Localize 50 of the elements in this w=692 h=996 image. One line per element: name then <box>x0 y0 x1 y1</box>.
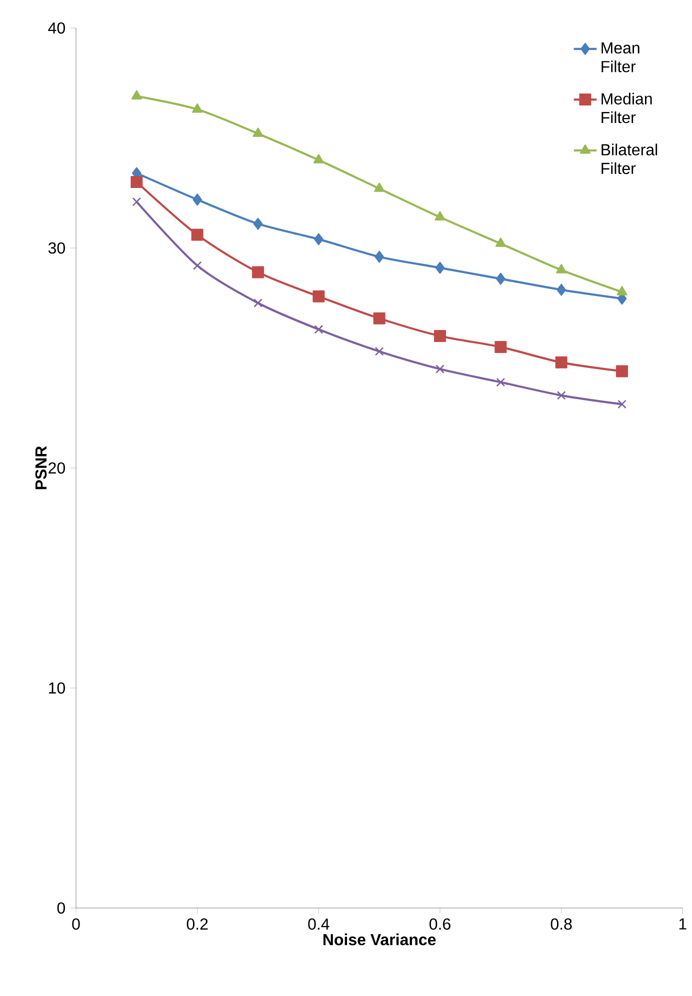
point <box>436 364 445 374</box>
x-tick-label: 1 <box>680 918 687 930</box>
point <box>132 197 142 206</box>
y-tick-label: 30 <box>48 242 66 254</box>
point <box>314 233 324 246</box>
point <box>556 284 566 296</box>
y-tick-label: 0 <box>58 902 66 914</box>
point <box>496 272 506 285</box>
point <box>556 264 567 274</box>
point <box>132 90 142 100</box>
point <box>374 182 385 192</box>
x-tick-label: 0 <box>72 918 80 930</box>
point <box>375 346 384 356</box>
point <box>496 378 506 387</box>
y-tick-label: 40 <box>48 22 66 34</box>
x-tick-label: 0.4 <box>308 918 330 930</box>
point <box>314 154 324 164</box>
point <box>192 103 203 113</box>
x-tick-label: 0.6 <box>430 918 451 930</box>
point <box>374 312 386 324</box>
point <box>252 266 264 278</box>
point <box>494 340 507 353</box>
point <box>252 128 264 137</box>
point <box>193 261 202 270</box>
point <box>130 176 143 188</box>
x-axis-title: Noise Variance <box>324 934 436 946</box>
point <box>254 218 263 230</box>
x-tick-label: 0.8 <box>551 918 572 930</box>
x-tick-label: 0.2 <box>187 918 208 930</box>
point <box>374 250 384 263</box>
point <box>496 238 506 247</box>
legend-label: Mean Filter <box>602 42 640 72</box>
point <box>312 290 325 302</box>
y-axis-title: PSNR <box>36 446 47 490</box>
legend-label: Bilateral Filter <box>602 144 658 174</box>
point <box>434 330 446 342</box>
point <box>254 298 263 308</box>
y-tick-label: 10 <box>49 682 66 694</box>
point <box>556 356 568 368</box>
point <box>616 286 628 296</box>
point <box>192 228 204 241</box>
point <box>436 262 445 274</box>
point <box>618 400 627 409</box>
point <box>434 211 446 221</box>
point <box>314 324 324 334</box>
point <box>616 365 628 378</box>
y-tick-label: 20 <box>48 462 66 474</box>
point <box>192 194 202 206</box>
point <box>557 390 566 400</box>
legend-label: Median Filter <box>602 92 652 124</box>
